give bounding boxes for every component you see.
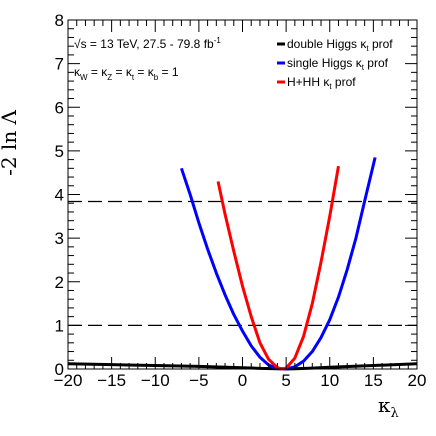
energy-lumi: = 13 TeV, 27.5 - 79.8 fb [87, 37, 214, 51]
legend-label-2: H+HH κt prof [287, 75, 356, 91]
reference-lines [68, 200, 417, 326]
x-axis-label-main: κ [378, 393, 391, 417]
y-tick-label: 8 [55, 11, 64, 30]
y-tick-label: 2 [55, 273, 64, 292]
coupling-subscript: t [132, 73, 135, 82]
coupling-part: = κ [112, 65, 133, 79]
y-tick-label: 5 [55, 142, 64, 161]
x-tick-label: −5 [189, 371, 208, 390]
x-tick-label: 0 [238, 371, 247, 390]
lumi-unit-exponent: -1 [214, 36, 222, 45]
coupling-part: = κ [88, 65, 109, 79]
y-tick-label: 4 [55, 186, 64, 205]
x-tick-label: 15 [364, 371, 383, 390]
x-axis-label-sub: λ [391, 406, 399, 421]
x-tick-label: −10 [141, 371, 170, 390]
tick-labels: −20 −15 −10 −5 0 5 10 15 20 0 1 2 3 4 5 6 7 8 [54, 11, 427, 390]
coupling-subscript: Z [107, 73, 112, 82]
axis-ticks [67, 19, 418, 370]
x-axis-label: κλ [378, 393, 399, 421]
legend-label-0: double Higgs κt prof [287, 37, 393, 53]
energy-annotation: √s = 13 TeV, 27.5 - 79.8 fb-1 [74, 36, 221, 51]
sqrt-s: √s [74, 37, 87, 51]
x-tick-label: 5 [281, 371, 290, 390]
y-tick-label: 7 [55, 55, 64, 74]
y-tick-label: 0 [55, 360, 64, 379]
y-axis-label: -2 ln Λ [0, 109, 21, 175]
coupling-part: κ [74, 65, 81, 79]
x-tick-label: −15 [97, 371, 126, 390]
coupling-subscript: W [80, 73, 88, 82]
y-tick-label: 1 [55, 316, 64, 335]
coupling-part: = κ [134, 65, 155, 79]
coupling-subscript: b [154, 73, 159, 82]
x-tick-label: −20 [54, 371, 83, 390]
x-tick-label: 20 [408, 371, 427, 390]
legend-label-1: single Higgs κt prof [287, 56, 389, 72]
coupling-part: = 1 [158, 65, 179, 79]
y-tick-label: 6 [55, 98, 64, 117]
series-line-2 [216, 165, 340, 371]
legend: double Higgs κt prof single Higgs κt prof… [277, 37, 393, 91]
y-tick-label: 3 [55, 229, 64, 248]
couplings-annotation: κW = κZ = κt = κb = 1 [74, 65, 179, 82]
x-tick-label: 10 [320, 371, 339, 390]
